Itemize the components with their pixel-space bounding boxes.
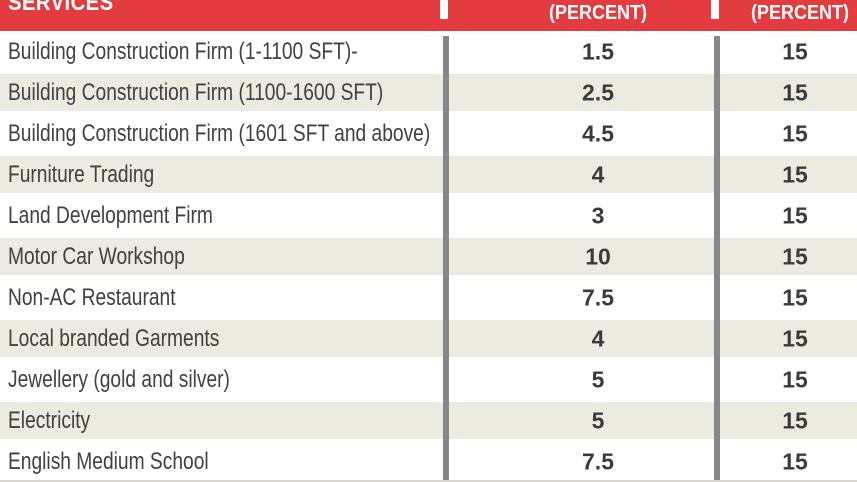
table-row: Land Development Firm 3 15 — [0, 195, 857, 236]
service-name: Jewellery (gold and silver) — [8, 365, 230, 393]
service-name: Building Construction Firm (1100-1600 SF… — [8, 78, 384, 106]
percent-value-2: 15 — [782, 325, 808, 351]
column-divider-1 — [443, 36, 449, 482]
table-header-row: SERVICES (PERCENT) (PERCENT) — [0, 0, 857, 31]
table-row: Building Construction Firm (1-1100 SFT)-… — [0, 31, 857, 72]
percent-value-1: 7.5 — [582, 284, 614, 310]
percent-value-1: 10 — [585, 243, 611, 269]
percent-value-2: 15 — [782, 38, 808, 64]
column-divider-2 — [714, 36, 720, 482]
service-name: Furniture Trading — [8, 160, 155, 188]
percent-value-1: 4 — [591, 325, 605, 351]
percent-value-2: 15 — [782, 284, 808, 310]
table-row: English Medium School 7.5 15 — [0, 441, 857, 482]
percent-value-2: 15 — [782, 448, 808, 474]
percent-value-1: 7.5 — [582, 448, 614, 474]
percent-value-2: 15 — [782, 366, 808, 392]
services-column-header: SERVICES — [8, 0, 114, 15]
percent-value-1: 5 — [591, 366, 605, 392]
percent-value-1: 4 — [591, 161, 605, 187]
table-row: Non-AC Restaurant 7.5 15 — [0, 277, 857, 318]
service-name: English Medium School — [8, 447, 209, 475]
percent-value-1: 4.5 — [582, 120, 614, 146]
percent-column-header-1: (PERCENT) — [548, 2, 648, 24]
table-row: Furniture Trading 4 15 — [0, 154, 857, 195]
service-name: Local branded Garments — [8, 324, 220, 352]
percent-value-1: 3 — [591, 202, 605, 228]
percent-value-2: 15 — [782, 161, 808, 187]
percent-value-2: 15 — [782, 407, 808, 433]
table-row: Local branded Garments 4 15 — [0, 318, 857, 359]
percent-value-1: 5 — [591, 407, 605, 433]
percent-value-1: 2.5 — [582, 79, 614, 105]
service-name: Electricity — [8, 406, 91, 434]
percent-value-2: 15 — [782, 243, 808, 269]
table-body: Building Construction Firm (1-1100 SFT)-… — [0, 31, 857, 482]
table-row: Building Construction Firm (1601 SFT and… — [0, 113, 857, 154]
table-row: Electricity 5 15 — [0, 400, 857, 441]
percent-column-header-2: (PERCENT) — [750, 2, 850, 24]
percent-value-1: 1.5 — [582, 38, 614, 64]
table-row: Building Construction Firm (1100-1600 SF… — [0, 72, 857, 113]
service-name: Non-AC Restaurant — [8, 283, 176, 311]
table-row: Jewellery (gold and silver) 5 15 — [0, 359, 857, 400]
percent-value-2: 15 — [782, 202, 808, 228]
percent-value-2: 15 — [782, 79, 808, 105]
service-name: Motor Car Workshop — [8, 242, 185, 270]
service-name: Building Construction Firm (1-1100 SFT)- — [8, 37, 358, 65]
service-name: Land Development Firm — [8, 201, 213, 229]
table-row: Motor Car Workshop 10 15 — [0, 236, 857, 277]
header-divider-mark-2 — [711, 0, 719, 19]
header-divider-mark-1 — [440, 0, 448, 19]
percent-value-2: 15 — [782, 120, 808, 146]
service-name: Building Construction Firm (1601 SFT and… — [8, 119, 431, 147]
